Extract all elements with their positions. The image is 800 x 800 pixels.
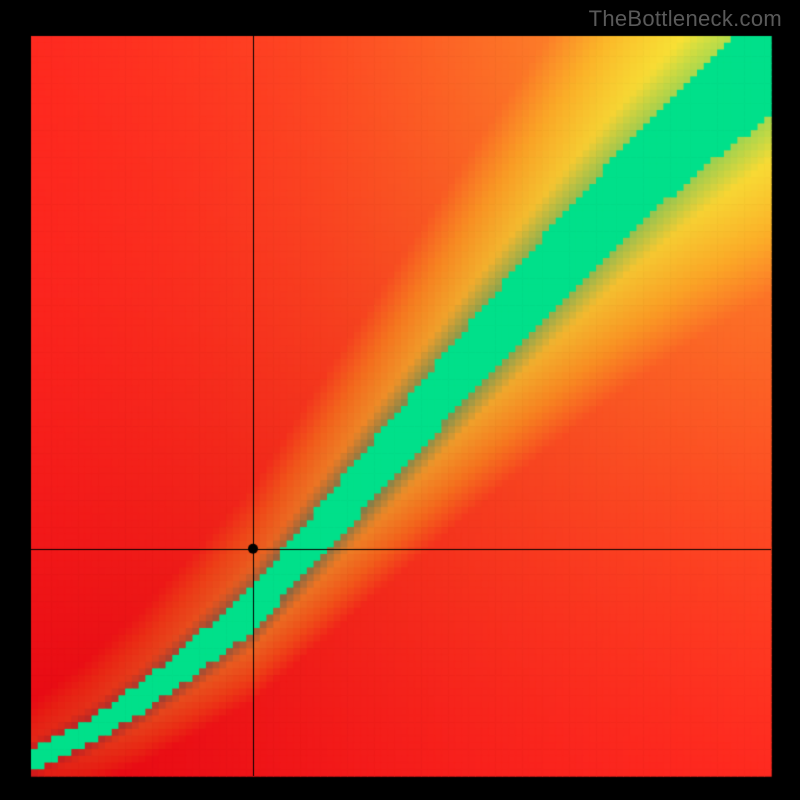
watermark-label: TheBottleneck.com	[589, 6, 782, 32]
bottleneck-heatmap	[0, 0, 800, 800]
chart-container: TheBottleneck.com	[0, 0, 800, 800]
